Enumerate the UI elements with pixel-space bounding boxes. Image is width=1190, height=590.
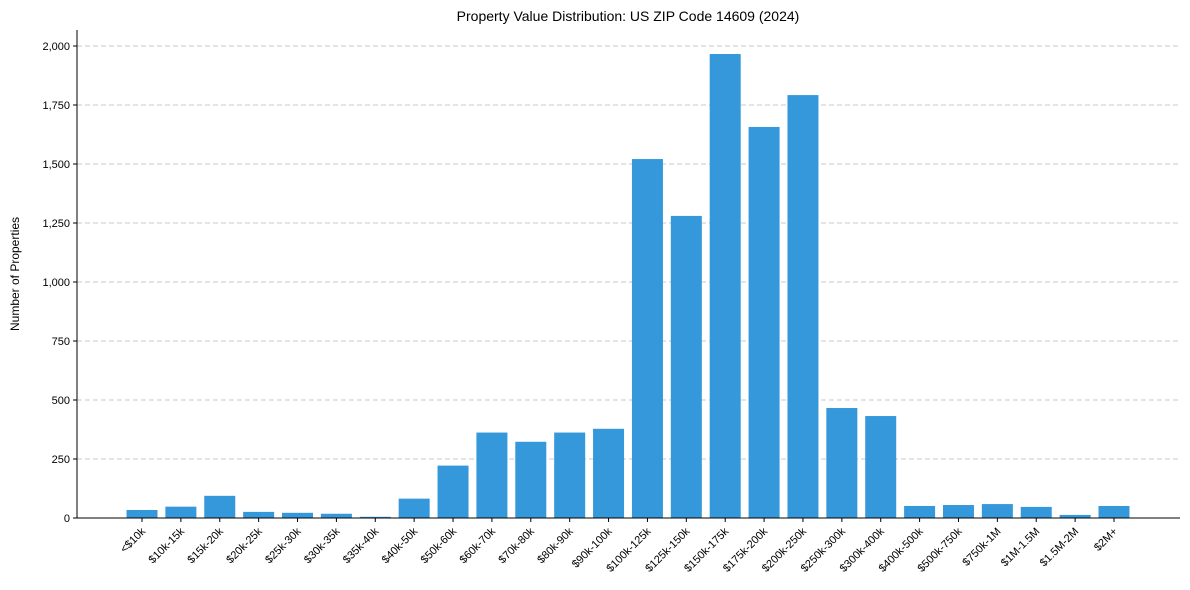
bar (981, 504, 1013, 518)
bar (515, 441, 547, 518)
x-tick-label: $50k-60k (419, 525, 460, 566)
bar (748, 126, 780, 518)
bar (787, 95, 819, 518)
bar (670, 215, 702, 519)
x-tick-label: $15k-20k (185, 525, 226, 566)
bar (1020, 506, 1052, 518)
bar (904, 505, 936, 518)
x-tick-label: $750k-1M (960, 526, 1003, 569)
x-tick-label: $25k-30k (263, 525, 304, 566)
y-tick-label: 1,250 (42, 218, 70, 230)
y-axis-label: Number of Properties (8, 217, 22, 331)
x-tick-label: $30k-35k (302, 525, 343, 566)
y-tick-label: 1,750 (42, 100, 70, 112)
x-tick-label: $35k-40k (341, 525, 382, 566)
x-tick-label: $80k-90k (535, 525, 576, 566)
y-tick-label: 1,500 (42, 159, 70, 171)
bar (631, 159, 663, 518)
y-tick-label: 2,000 (42, 41, 70, 53)
y-tick-label: 750 (52, 336, 70, 348)
bar (437, 465, 469, 518)
y-tick-label: 250 (52, 454, 70, 466)
x-tick-label: $10k-15k (147, 525, 188, 566)
bar (593, 428, 625, 518)
bar (865, 416, 897, 518)
x-tick-label: $1M-1.5M (999, 526, 1043, 570)
bar (398, 498, 430, 518)
chart-title: Property Value Distribution: US ZIP Code… (457, 8, 800, 24)
x-tick-label: $60k-70k (458, 525, 499, 566)
bar (204, 495, 236, 518)
y-tick-label: 1,000 (42, 277, 70, 289)
x-tick-label: $1.5M-2M (1038, 526, 1082, 570)
bar (126, 509, 158, 518)
bar (476, 432, 508, 518)
bar (554, 432, 586, 518)
y-tick-label: 0 (64, 513, 70, 525)
bar (942, 505, 974, 518)
bar (709, 54, 741, 519)
bar (826, 408, 858, 518)
x-tick-label: $70k-80k (496, 525, 537, 566)
x-tick-label: $20k-25k (224, 525, 265, 566)
bar (243, 511, 275, 518)
x-tick-label: $40k-50k (380, 525, 421, 566)
bar (359, 516, 391, 518)
x-tick-label: <$10k (118, 525, 148, 555)
bar (1098, 505, 1130, 518)
bar (165, 506, 197, 518)
x-tick-label: $2M+ (1092, 526, 1120, 554)
bar (1059, 514, 1091, 518)
bar (282, 512, 314, 518)
y-tick-label: 500 (52, 395, 70, 407)
bar (320, 513, 352, 518)
